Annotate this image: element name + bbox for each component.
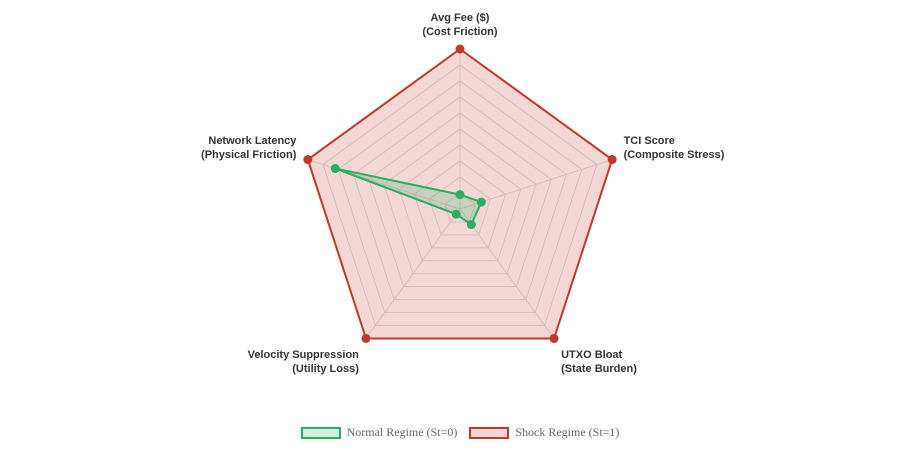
grid-ring (398, 144, 522, 262)
legend: Normal Regime (St=0) Shock Regime (St=1) (0, 425, 920, 440)
legend-item-shock[interactable]: Shock Regime (St=1) (469, 425, 619, 440)
data-point[interactable] (330, 163, 340, 173)
radar-series (303, 44, 617, 343)
grid-ring (337, 80, 583, 314)
data-point[interactable] (303, 155, 313, 165)
data-point[interactable] (455, 190, 465, 200)
data-point[interactable] (466, 220, 476, 230)
data-point[interactable] (607, 155, 617, 165)
grid-ring (444, 192, 476, 223)
data-point[interactable] (549, 333, 559, 343)
grid-ring (322, 64, 598, 326)
axis-labels: Avg Fee ($) (Cost Friction) TCI Score (Comp… (201, 12, 725, 375)
axis-label: Avg Fee ($) (Cost Friction) (422, 12, 497, 38)
data-point[interactable] (361, 333, 371, 343)
grid-ring (383, 128, 537, 275)
axis-label: TCI Score (Composite Stress) (624, 135, 725, 161)
axis-spoke (365, 208, 461, 339)
axis-spoke (459, 208, 555, 339)
grid-ring (428, 176, 492, 236)
axis-label: Velocity Suppression (Utility Loss) (248, 349, 360, 375)
axis-label: Network Latency (Physical Friction) (201, 135, 297, 161)
legend-item-normal[interactable]: Normal Regime (St=0) (300, 425, 458, 440)
legend-swatch-shock (469, 426, 510, 439)
grid-ring (413, 160, 507, 249)
data-point[interactable] (455, 44, 465, 54)
data-point[interactable] (476, 197, 486, 207)
legend-label-shock: Shock Regime (St=1) (515, 425, 620, 439)
legend-swatch-normal (300, 426, 341, 439)
data-point[interactable] (451, 209, 461, 219)
legend-label-normal: Normal Regime (St=0) (346, 425, 458, 439)
grid-ring (368, 112, 552, 288)
axis-label: UTXO Bloat (State Burden) (561, 349, 637, 375)
grid-ring (352, 96, 568, 301)
